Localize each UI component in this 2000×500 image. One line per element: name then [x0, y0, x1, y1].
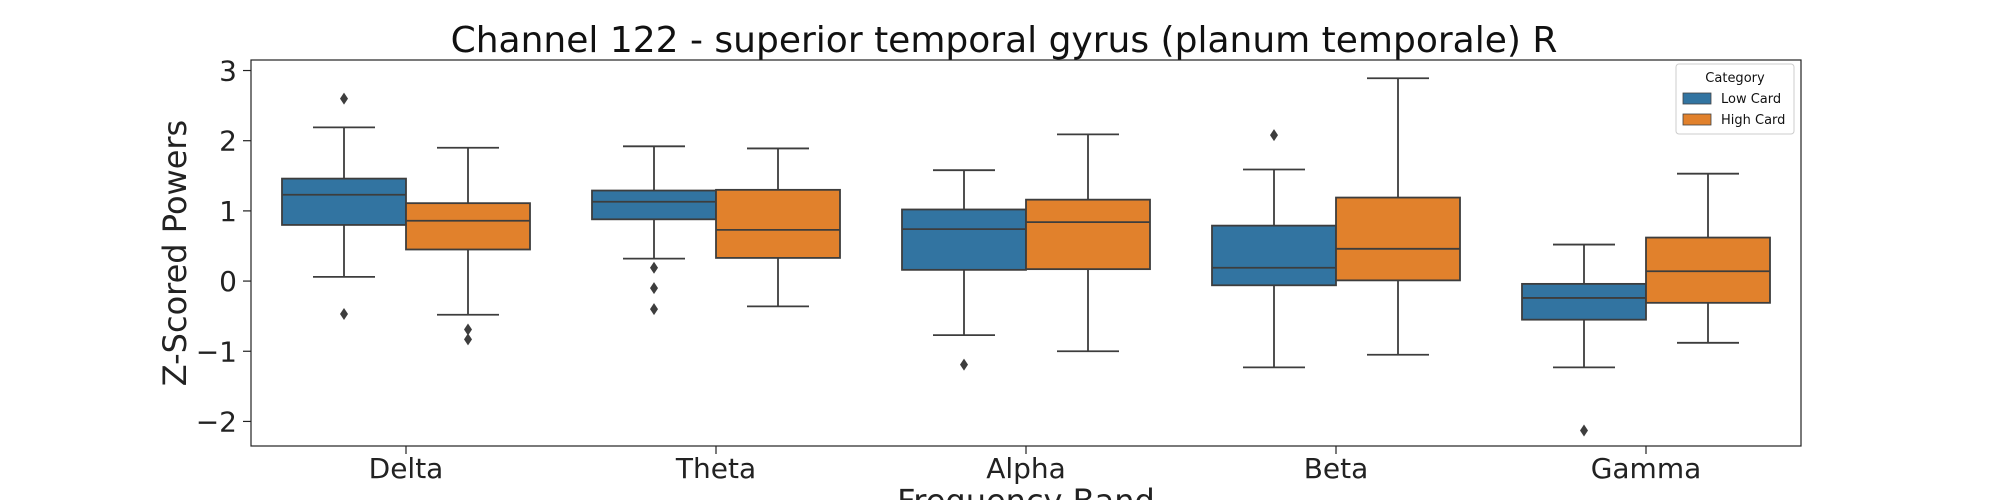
- y-tick-label: 0: [219, 265, 237, 298]
- y-tick-label: 3: [219, 55, 237, 88]
- box-high-card: [1335, 196, 1461, 282]
- legend-swatch-high-card: [1682, 113, 1712, 126]
- y-axis-title: Z-Scored Powers: [156, 120, 194, 386]
- x-tick-label: Delta: [369, 452, 444, 485]
- x-axis-title: Frequency Band: [897, 482, 1155, 500]
- outlier-point: [650, 282, 658, 295]
- legend: Category Low Card High Card: [1675, 63, 1795, 135]
- box-low-card: [281, 177, 407, 226]
- outlier-point: [650, 303, 658, 316]
- legend-label-low-card: Low Card: [1721, 92, 1781, 107]
- x-tick-label: Alpha: [986, 452, 1066, 485]
- y-axis: −2 −1 0 1 2 3: [196, 55, 251, 438]
- legend-label-high-card: High Card: [1721, 113, 1785, 128]
- x-tick-label: Beta: [1304, 452, 1369, 485]
- box-high-card: [405, 202, 531, 251]
- box-low-card: [591, 189, 717, 221]
- legend-title: Category: [1705, 71, 1765, 86]
- chart-title: Channel 122 - superior temporal gyrus (p…: [451, 20, 1558, 61]
- box-low-card: [1521, 282, 1647, 321]
- box-high-card: [1645, 236, 1771, 304]
- outlier-point: [1580, 424, 1588, 437]
- legend-swatch-low-card: [1682, 92, 1712, 105]
- y-tick-label: 2: [219, 125, 237, 158]
- y-tick-label: −1: [196, 335, 237, 368]
- box-series: [281, 77, 1771, 437]
- box-high-card: [715, 188, 841, 259]
- outlier-point: [464, 333, 472, 346]
- outlier-point: [650, 261, 658, 274]
- x-axis: Delta Theta Alpha Beta Gamma: [369, 446, 1702, 485]
- x-tick-label: Theta: [675, 452, 756, 485]
- y-tick-label: −2: [196, 405, 237, 438]
- outlier-point: [340, 308, 348, 321]
- box-low-card: [1211, 224, 1337, 287]
- y-tick-label: 1: [219, 195, 237, 228]
- x-tick-label: Gamma: [1591, 452, 1702, 485]
- outlier-point: [1270, 129, 1278, 142]
- outlier-point: [340, 92, 348, 105]
- box-low-card: [901, 208, 1027, 271]
- box-high-card: [1025, 198, 1151, 271]
- outlier-point: [960, 358, 968, 371]
- outlier-point: [464, 323, 472, 336]
